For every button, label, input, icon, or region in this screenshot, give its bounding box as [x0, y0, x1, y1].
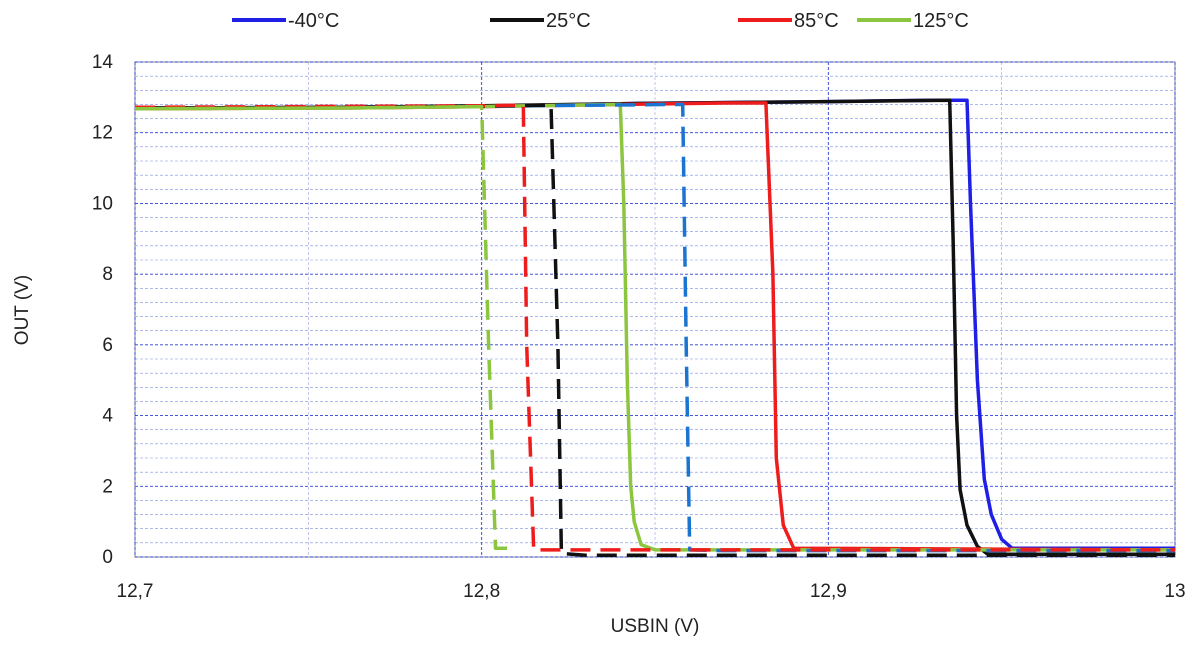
y-tick-label: 12 — [92, 123, 113, 144]
series-line-dashed-8 — [134, 104, 517, 550]
y-tick-label: 0 — [102, 547, 113, 568]
x-tick-label: 12,9 — [810, 581, 847, 602]
series-layer — [134, 98, 1176, 557]
legend-label: 25°C — [546, 10, 591, 32]
y-tick-label: 6 — [102, 335, 113, 356]
y-tick-label: 14 — [92, 52, 114, 73]
y-tick-label: 4 — [102, 406, 113, 427]
y-axis-title: OUT (V) — [12, 275, 33, 345]
x-tick-label: 12,7 — [117, 581, 154, 602]
y-tick-label: 2 — [102, 476, 113, 497]
legend-label: -40°C — [288, 10, 339, 32]
x-axis-title: USBIN (V) — [611, 616, 700, 637]
y-tick-label: 8 — [102, 264, 113, 285]
legend-label: 125°C — [913, 10, 969, 32]
y-tick-label: 10 — [92, 193, 113, 214]
legend-label: 85°C — [794, 10, 839, 32]
x-tick-label: 13 — [1164, 581, 1185, 602]
legend: -40°C 25°C 85°C 125°C — [232, 10, 969, 32]
major-grid — [134, 61, 1176, 558]
tick-labels: 0 2 4 6 8 10 12 14 12,7 12,8 12,9 13 — [92, 52, 1186, 602]
minor-grid — [135, 62, 1175, 557]
x-tick-label: 12,8 — [463, 581, 500, 602]
